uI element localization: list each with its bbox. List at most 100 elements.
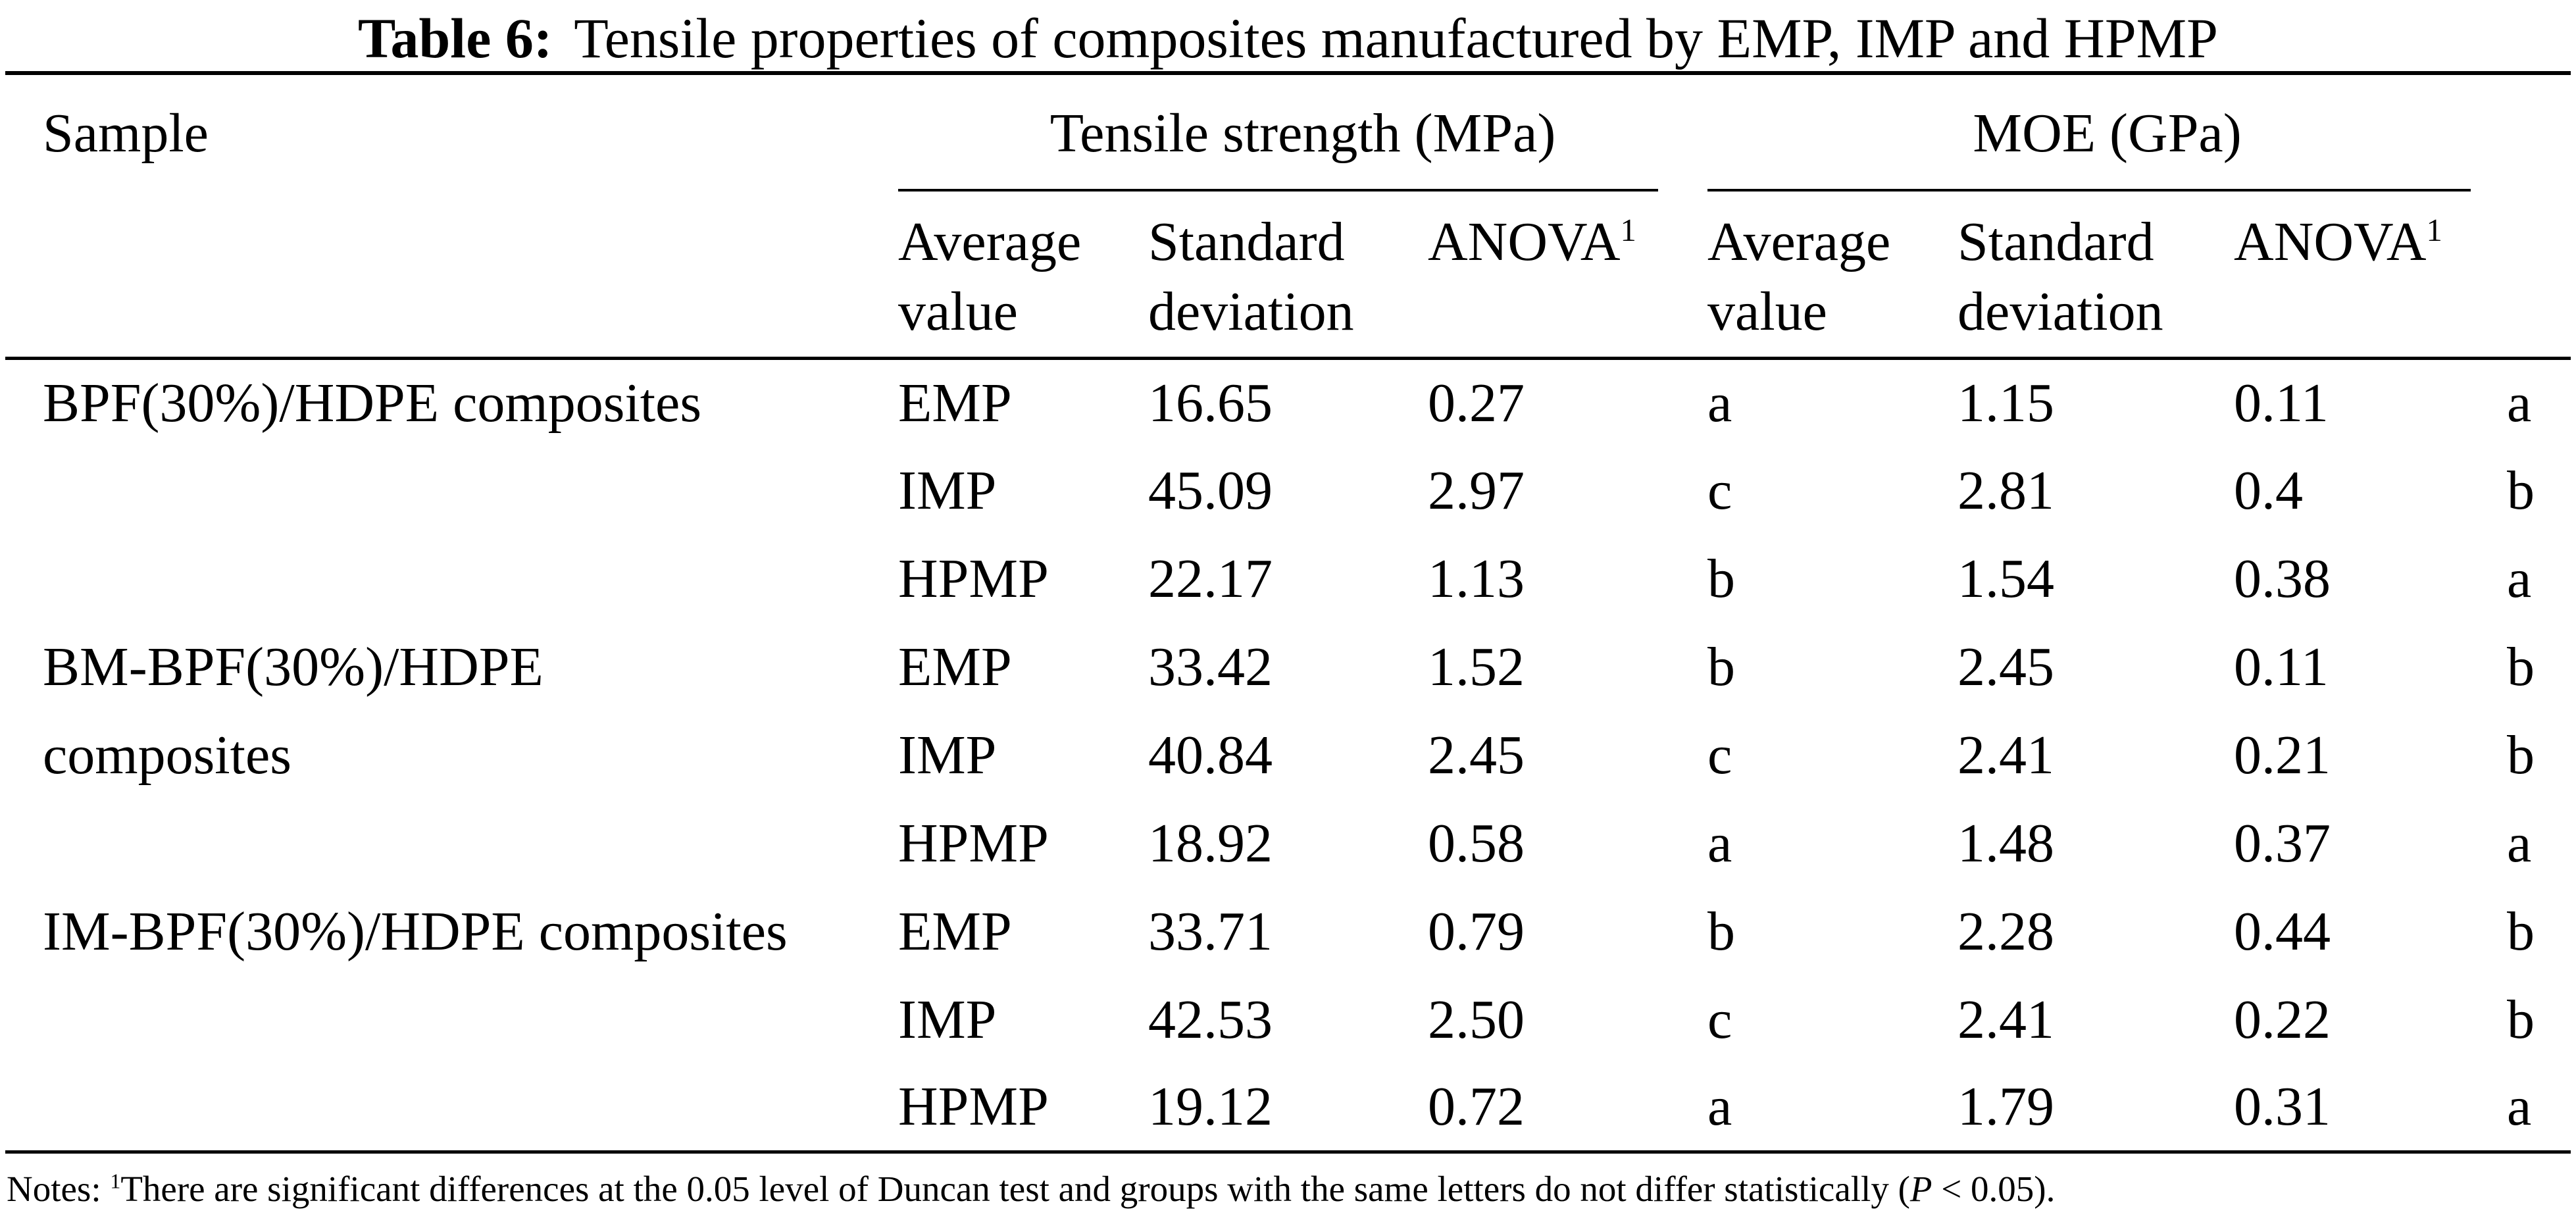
moe-anova-cell: b xyxy=(2507,724,2535,786)
tensile-anova-cell: a xyxy=(1707,1063,1958,1154)
sample-cell xyxy=(5,446,898,534)
sub-header-spacer-right xyxy=(2507,192,2571,360)
moe-anova-cell: b xyxy=(2507,459,2535,521)
moe-anova-cell: b xyxy=(2507,636,2535,698)
moe-anova-cell: a xyxy=(2507,1063,2571,1154)
header-line: Average xyxy=(898,211,1082,272)
sample-cell: BM-BPF(30%)/HDPE xyxy=(43,636,543,698)
tensile-average-cell: 22.17 xyxy=(1148,548,1273,609)
method-cell: HPMP xyxy=(898,812,1049,874)
tensile-stdev-cell: 2.97 xyxy=(1428,459,1525,521)
tensile-anova-cell: b xyxy=(1707,548,1736,609)
method-cell: HPMP xyxy=(898,548,1049,609)
moe-stdev-cell: 0.22 xyxy=(2234,988,2331,1050)
tensile-anova-cell: b xyxy=(1707,900,1736,962)
method-cell: EMP xyxy=(898,372,1012,434)
sample-cell xyxy=(5,534,898,623)
sample-cell xyxy=(5,975,898,1063)
method-cell: EMP xyxy=(898,900,1012,962)
moe-stdev-cell: 0.21 xyxy=(2234,724,2331,786)
column-header-tensile-anova: ANOVA1 xyxy=(1428,192,1708,360)
header-line: Standard xyxy=(1957,211,2154,272)
tensile-average-cell: 40.84 xyxy=(1148,724,1273,786)
table-row: IMP 45.09 2.97 c 2.81 0.4 b xyxy=(5,446,2571,534)
tensile-anova-cell: c xyxy=(1707,988,1732,1050)
tensile-stdev-cell: 1.13 xyxy=(1428,548,1525,609)
footnote-prefix: Notes: xyxy=(7,1168,111,1209)
footnote-p-symbol: P xyxy=(1909,1168,1932,1209)
tensile-average-cell: 19.12 xyxy=(1148,1063,1428,1154)
moe-stdev-cell: 0.37 xyxy=(2234,812,2331,874)
moe-average-cell: 1.15 xyxy=(1957,372,2055,434)
moe-anova-cell: b xyxy=(2507,900,2535,962)
moe-anova-cell: a xyxy=(2507,812,2532,874)
table-row: BM-BPF(30%)/HDPE EMP 33.42 1.52 b 2.45 0… xyxy=(5,623,2571,711)
moe-average-cell: 1.79 xyxy=(1957,1063,2235,1154)
table-caption-label: Table 6: xyxy=(358,7,553,70)
sub-header-spacer-left xyxy=(5,192,898,360)
tensile-anova-cell: c xyxy=(1707,459,1732,521)
table-caption-text: Tensile properties of composites manufac… xyxy=(574,7,2218,70)
column-header-moe-stdev: Standard deviation xyxy=(1957,192,2235,360)
table-row: HPMP 22.17 1.13 b 1.54 0.38 a xyxy=(5,534,2571,623)
tensile-average-cell: 18.92 xyxy=(1148,812,1273,874)
anova-label: ANOVA xyxy=(2234,211,2427,272)
moe-average-cell: 2.41 xyxy=(1957,988,2055,1050)
column-header-moe-anova: ANOVA1 xyxy=(2234,192,2508,360)
footnote-superscript: 1 xyxy=(110,1169,121,1193)
table-row: HPMP 19.12 0.72 a 1.79 0.31 a xyxy=(5,1063,2571,1154)
column-header-tensile-stdev: Standard deviation xyxy=(1148,192,1428,360)
table-caption: Table 6: Tensile properties of composites… xyxy=(0,0,2576,71)
header-line: Average xyxy=(1707,211,1891,272)
column-header-moe-average: Average value xyxy=(1707,192,1958,360)
table-row: IMP 42.53 2.50 c 2.41 0.22 b xyxy=(5,975,2571,1063)
method-cell: EMP xyxy=(898,636,1012,698)
footnote-tail: < 0.05). xyxy=(1932,1168,2056,1209)
tensile-anova-cell: c xyxy=(1707,724,1732,786)
tensile-anova-cell: a xyxy=(1707,812,1732,874)
header-line: deviation xyxy=(1148,281,1354,342)
table-row: composites IMP 40.84 2.45 c 2.41 0.21 b xyxy=(5,711,2571,799)
tensile-stdev-cell: 2.50 xyxy=(1428,988,1525,1050)
tensile-stdev-cell: 0.27 xyxy=(1428,372,1525,434)
moe-average-cell: 2.81 xyxy=(1957,459,2055,521)
method-cell: IMP xyxy=(898,988,997,1050)
tensile-stdev-cell: 2.45 xyxy=(1428,724,1525,786)
tensile-average-cell: 16.65 xyxy=(1148,372,1273,434)
group-header-tensile-strength: Tensile strength (MPa) xyxy=(898,73,1707,192)
group-header-row: Sample Tensile strength (MPa) MOE (GPa) xyxy=(5,73,2571,192)
moe-anova-cell: a xyxy=(2507,548,2532,609)
anova-label: ANOVA xyxy=(1428,211,1621,272)
sub-header-row: Average value Standard deviation ANOVA1 … xyxy=(5,192,2571,360)
moe-stdev-cell: 0.38 xyxy=(2234,548,2331,609)
moe-stdev-cell: 0.11 xyxy=(2234,372,2329,434)
sample-cell: BPF(30%)/HDPE composites xyxy=(43,372,702,434)
method-cell: HPMP xyxy=(898,1063,1148,1154)
method-cell: IMP xyxy=(898,724,997,786)
moe-anova-cell: b xyxy=(2507,988,2535,1050)
anova-superscript: 1 xyxy=(1620,213,1636,248)
moe-average-cell: 1.48 xyxy=(1957,812,2055,874)
header-line: value xyxy=(1707,281,1827,342)
tensile-average-cell: 33.42 xyxy=(1148,636,1273,698)
moe-average-cell: 2.45 xyxy=(1957,636,2055,698)
group-header-moe: MOE (GPa) xyxy=(1707,73,2507,192)
moe-anova-cell: a xyxy=(2507,372,2532,434)
tensile-stdev-cell: 0.58 xyxy=(1428,812,1525,874)
group-header-spacer xyxy=(2507,73,2571,192)
anova-superscript: 1 xyxy=(2426,213,2442,248)
table-row: HPMP 18.92 0.58 a 1.48 0.37 a xyxy=(5,799,2571,887)
tensile-average-cell: 45.09 xyxy=(1148,459,1273,521)
sample-cell: composites xyxy=(43,724,291,786)
header-line: value xyxy=(898,281,1018,342)
tensile-properties-table: Sample Tensile strength (MPa) MOE (GPa) … xyxy=(5,71,2571,1154)
table-row: IM-BPF(30%)/HDPE composites EMP 33.71 0.… xyxy=(5,887,2571,975)
tensile-stdev-cell: 0.72 xyxy=(1428,1063,1708,1154)
moe-stdev-cell: 0.31 xyxy=(2234,1063,2508,1154)
moe-average-cell: 2.41 xyxy=(1957,724,2055,786)
moe-average-cell: 2.28 xyxy=(1957,900,2055,962)
moe-stdev-cell: 0.44 xyxy=(2234,900,2331,962)
table-row: BPF(30%)/HDPE composites EMP 16.65 0.27 … xyxy=(5,358,2571,446)
moe-stdev-cell: 0.4 xyxy=(2234,459,2304,521)
tensile-anova-cell: b xyxy=(1707,636,1736,698)
